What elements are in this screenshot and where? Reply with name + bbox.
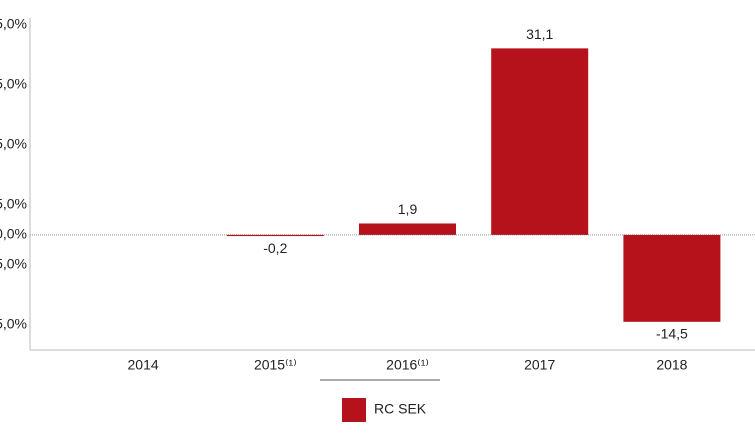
y-tick-label: 15,0%	[0, 136, 27, 152]
legend-swatch	[342, 398, 366, 422]
data-label: -0,2	[263, 240, 287, 256]
bar	[491, 48, 589, 235]
legend-label: RC SEK	[374, 401, 427, 417]
data-label: 1,9	[398, 201, 418, 217]
y-tick-label: 25,0%	[0, 76, 27, 92]
x-tick-label: 2018	[656, 357, 687, 373]
x-tick-label: 2016⁽¹⁾	[386, 357, 429, 373]
x-tick-label: 2017	[524, 357, 555, 373]
y-tick-label: 0,0%	[0, 226, 27, 242]
data-label: 31,1	[526, 26, 553, 42]
y-tick-label: -15,0%	[0, 316, 27, 332]
x-tick-label: 2015⁽¹⁾	[254, 357, 297, 373]
y-tick-label: 35,0%	[0, 16, 27, 32]
y-tick-label: 5,0%	[0, 196, 27, 212]
bar	[623, 234, 721, 322]
bar	[226, 234, 324, 237]
x-tick-label: 2014	[128, 357, 159, 373]
data-label: -14,5	[656, 326, 688, 342]
bar	[359, 223, 456, 235]
y-tick-label: -5,0%	[0, 256, 27, 272]
